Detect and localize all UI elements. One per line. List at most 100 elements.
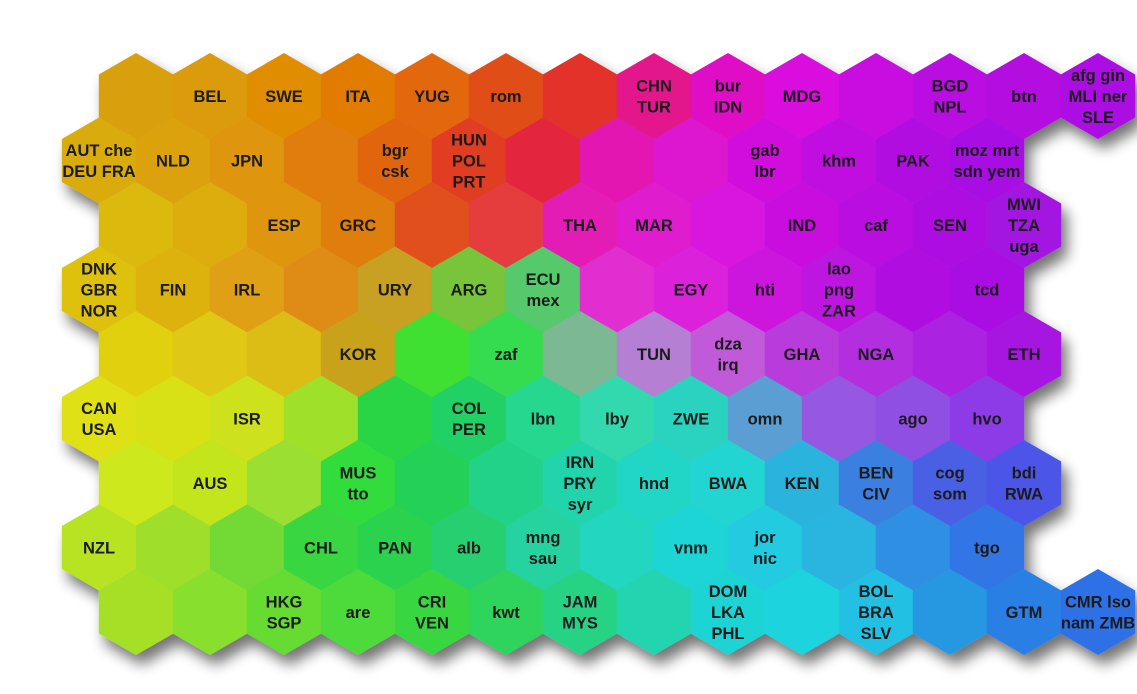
country-code-label: ECU <box>526 271 561 289</box>
hex-cell <box>61 375 137 462</box>
country-code-label: ITA <box>345 88 370 106</box>
hex-cell <box>209 504 285 591</box>
hex-cell <box>394 440 470 526</box>
hex-cell <box>542 311 618 397</box>
hex-cell <box>764 182 840 268</box>
hex-cell <box>431 504 507 591</box>
hex-cell <box>246 569 322 655</box>
hex-cell <box>431 117 507 204</box>
hex-cell <box>801 117 877 204</box>
country-code-label: lbn <box>531 411 556 429</box>
country-code-label: SGP <box>267 615 302 633</box>
hex-cell <box>135 504 211 591</box>
hex-cell <box>135 375 211 462</box>
hex-cell <box>727 246 803 333</box>
country-code-label: tto <box>347 486 368 504</box>
country-code-label: lbr <box>754 163 776 181</box>
country-code-label: RWA <box>1005 486 1043 504</box>
hex-cell <box>246 440 322 526</box>
country-code-label: FIN <box>160 282 187 300</box>
country-code-label: ZAR <box>822 303 856 321</box>
hex-cell <box>912 182 988 268</box>
hex-cell <box>542 182 618 268</box>
hex-cell <box>949 117 1025 204</box>
country-code-label: NLD <box>156 153 190 171</box>
country-code-label: JAM <box>563 594 598 612</box>
country-code-label: BEL <box>194 88 227 106</box>
country-code-label: ETH <box>1008 346 1041 364</box>
country-code-label: CAN <box>81 400 117 418</box>
country-code-label: lao <box>827 261 851 279</box>
country-code-label: VEN <box>415 615 449 633</box>
hex-cell <box>986 440 1062 526</box>
hex-cell <box>542 53 618 139</box>
country-code-label: CMR lso <box>1065 594 1131 612</box>
hex-cell <box>431 375 507 462</box>
country-code-label: KEN <box>785 475 820 493</box>
country-code-label: alb <box>457 540 481 558</box>
country-code-label: kwt <box>492 604 520 622</box>
country-code-label: zaf <box>495 346 518 364</box>
country-code-label: ISR <box>233 411 261 429</box>
hex-cell <box>838 440 914 526</box>
country-code-label: DEU FRA <box>62 163 135 181</box>
country-code-label: THA <box>563 217 597 235</box>
hex-cell <box>949 504 1025 591</box>
hex-cell <box>61 504 137 591</box>
country-code-label: SLE <box>1082 109 1114 127</box>
hex-cell <box>616 53 692 139</box>
hex-cell <box>172 53 248 139</box>
hex-cell <box>283 504 359 591</box>
country-code-label: BRA <box>858 604 894 622</box>
hex-cell <box>690 53 766 139</box>
country-code-label: MWI <box>1007 196 1041 214</box>
country-code-label: dza <box>714 336 742 354</box>
country-code-label: GTM <box>1006 604 1043 622</box>
hex-cell <box>468 311 544 397</box>
country-code-label: png <box>824 282 854 300</box>
country-code-label: KOR <box>340 346 377 364</box>
hex-cell <box>283 375 359 462</box>
hex-cell <box>875 504 951 591</box>
hex-cell <box>579 375 655 462</box>
country-code-label: LKA <box>711 604 745 622</box>
hex-cell <box>357 117 433 204</box>
hex-cell <box>542 440 618 526</box>
hex-cell <box>653 504 729 591</box>
country-code-label: mng <box>526 529 561 547</box>
hex-cell <box>394 53 470 139</box>
country-code-label: are <box>346 604 371 622</box>
country-code-label: moz mrt <box>955 142 1020 160</box>
country-code-label: SEN <box>933 217 967 235</box>
hex-cell <box>949 375 1025 462</box>
country-code-label: PRT <box>453 174 486 192</box>
hex-cell <box>320 311 396 397</box>
hex-cell <box>172 569 248 655</box>
country-code-label: lby <box>605 411 630 429</box>
hex-cell <box>838 182 914 268</box>
hex-cell <box>1060 569 1136 655</box>
hex-cell <box>986 311 1062 397</box>
hex-cell <box>653 375 729 462</box>
hex-cell <box>1060 53 1136 139</box>
hex-cell <box>542 569 618 655</box>
hex-cell <box>801 375 877 462</box>
country-code-label: NOR <box>81 303 118 321</box>
country-code-label: bgr <box>382 142 409 160</box>
hex-cell <box>727 117 803 204</box>
hex-cell <box>875 117 951 204</box>
country-code-label: nam ZMB <box>1061 615 1135 633</box>
country-code-label: rom <box>490 88 521 106</box>
hex-cell <box>579 117 655 204</box>
hex-cell <box>690 182 766 268</box>
country-code-label: mex <box>526 292 560 310</box>
hex-cell <box>875 375 951 462</box>
hex-cell <box>764 53 840 139</box>
country-code-label: irq <box>717 357 738 375</box>
country-code-label: MUS <box>340 465 377 483</box>
country-code-label: BOL <box>859 583 894 601</box>
country-code-label: IDN <box>714 99 742 117</box>
hex-cell <box>949 246 1025 333</box>
country-code-label: ago <box>898 411 927 429</box>
